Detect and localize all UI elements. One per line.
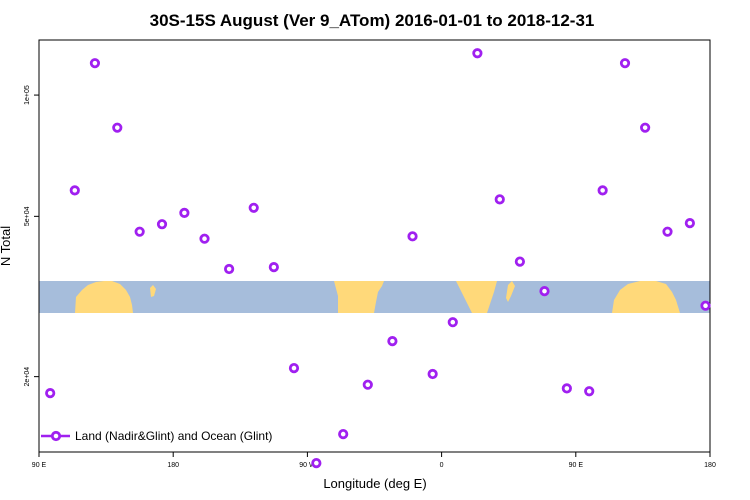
- data-point: [619, 58, 631, 69]
- data-point: [224, 263, 235, 275]
- y-axis-title: N Total: [0, 226, 13, 266]
- data-point: [89, 58, 101, 69]
- map-land-australia: [334, 281, 384, 313]
- data-point: [662, 226, 673, 237]
- legend: Land (Nadir&Glint) and Ocean (Glint): [41, 429, 272, 443]
- legend-label: Land (Nadir&Glint) and Ocean (Glint): [75, 429, 272, 443]
- data-point: [597, 185, 608, 196]
- data-point: [472, 48, 483, 59]
- data-point: [248, 202, 259, 213]
- x-tick-label: 0: [440, 462, 444, 469]
- chart-title: 30S-15S August (Ver 9_ATom) 2016-01-01 t…: [150, 11, 595, 30]
- data-point: [684, 218, 695, 229]
- data-point: [311, 458, 322, 469]
- data-points: [45, 48, 711, 469]
- x-tick-label: 180: [167, 462, 179, 469]
- x-axis: 90 E 180 90 W 0 90 E 180: [32, 452, 716, 469]
- map-land-new-zealand: [506, 281, 515, 302]
- data-point: [407, 231, 418, 242]
- data-point: [288, 363, 300, 374]
- map-land-madagascar: [150, 285, 156, 297]
- data-point: [45, 388, 56, 399]
- y-axis: 2e+04 5e+04 1e+05: [24, 85, 39, 386]
- y-tick-label: 2e+04: [24, 367, 31, 387]
- y-tick-label: 5e+04: [24, 206, 31, 226]
- data-point: [156, 219, 168, 230]
- data-point: [447, 317, 458, 328]
- data-point: [387, 336, 398, 347]
- map-land-south-america: [456, 281, 497, 313]
- plot-frame: [38, 39, 711, 453]
- x-tick-label: 180: [704, 462, 716, 469]
- data-point: [199, 233, 210, 244]
- data-point: [338, 429, 349, 440]
- x-tick-label: 90 E: [569, 462, 584, 469]
- legend-marker: [50, 430, 62, 442]
- data-point: [69, 185, 80, 196]
- data-point: [427, 368, 438, 380]
- data-point: [561, 383, 572, 394]
- data-point: [268, 262, 279, 273]
- data-point: [112, 122, 123, 133]
- data-point: [700, 300, 711, 311]
- x-tick-label: 90 E: [32, 462, 47, 469]
- data-point: [640, 122, 651, 133]
- x-tick-label: 90 W: [299, 462, 316, 469]
- map-land-africa-east: [612, 281, 680, 313]
- data-point: [539, 286, 550, 297]
- data-point: [584, 386, 595, 397]
- data-point: [362, 379, 373, 390]
- y-tick-label: 1e+05: [24, 85, 31, 105]
- map-land-africa: [75, 281, 133, 313]
- data-point: [514, 256, 525, 267]
- data-point: [494, 194, 505, 205]
- data-point: [179, 207, 190, 218]
- data-point: [134, 226, 145, 237]
- world-map-band: [39, 281, 710, 313]
- x-axis-title: Longitude (deg E): [323, 476, 426, 491]
